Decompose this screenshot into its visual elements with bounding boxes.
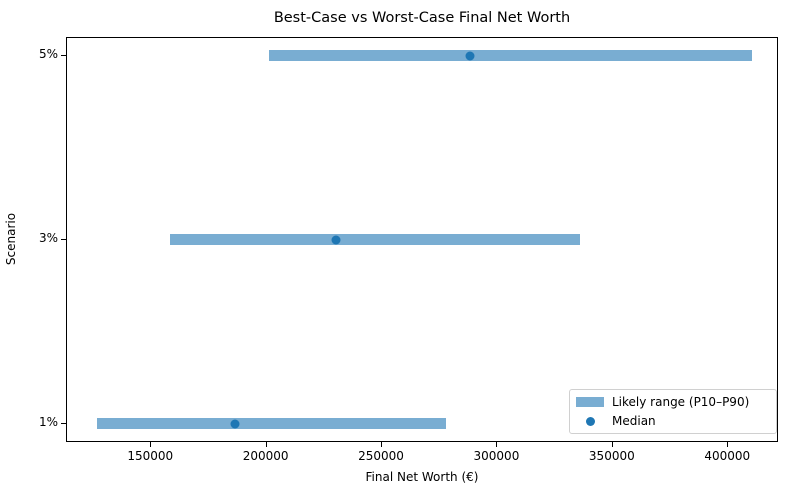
plot-area: [66, 37, 778, 442]
x-tick: [611, 442, 613, 447]
y-tick-label: 5%: [38, 47, 58, 61]
range-bar: [268, 50, 753, 61]
chart-title: Best-Case vs Worst-Case Final Net Worth: [273, 10, 571, 26]
y-tick: [61, 55, 66, 56]
x-tick-label: 150000: [127, 449, 174, 463]
x-tick-label: 200000: [242, 449, 289, 463]
y-tick-label: 3%: [38, 231, 58, 245]
median-point: [230, 419, 240, 429]
y-tick: [61, 423, 66, 424]
x-tick-label: 250000: [358, 449, 404, 463]
range-bar: [170, 234, 580, 245]
range-bar: [97, 418, 447, 429]
y-tick: [61, 239, 66, 240]
x-tick: [496, 442, 498, 447]
range-patch-icon: [576, 397, 604, 407]
legend-item-median: Median: [576, 414, 656, 428]
legend: Likely range (P10–P90) Median: [569, 389, 777, 434]
median-point: [331, 235, 341, 245]
x-tick-label: 300000: [473, 449, 520, 463]
x-tick-label: 350000: [588, 449, 635, 463]
x-tick: [150, 442, 152, 447]
y-axis-title: Scenario: [4, 212, 18, 266]
y-tick-label: 1%: [38, 415, 58, 429]
x-tick-label: 400000: [704, 449, 751, 463]
legend-label: Likely range (P10–P90): [612, 395, 750, 409]
median-dot-icon: [585, 416, 595, 426]
legend-item-range: Likely range (P10–P90): [576, 395, 749, 409]
x-axis-title: Final Net Worth (€): [365, 470, 479, 484]
x-tick: [381, 442, 383, 447]
legend-label: Median: [612, 414, 656, 428]
median-point: [465, 51, 475, 61]
x-tick: [265, 442, 267, 447]
x-tick: [727, 442, 729, 447]
